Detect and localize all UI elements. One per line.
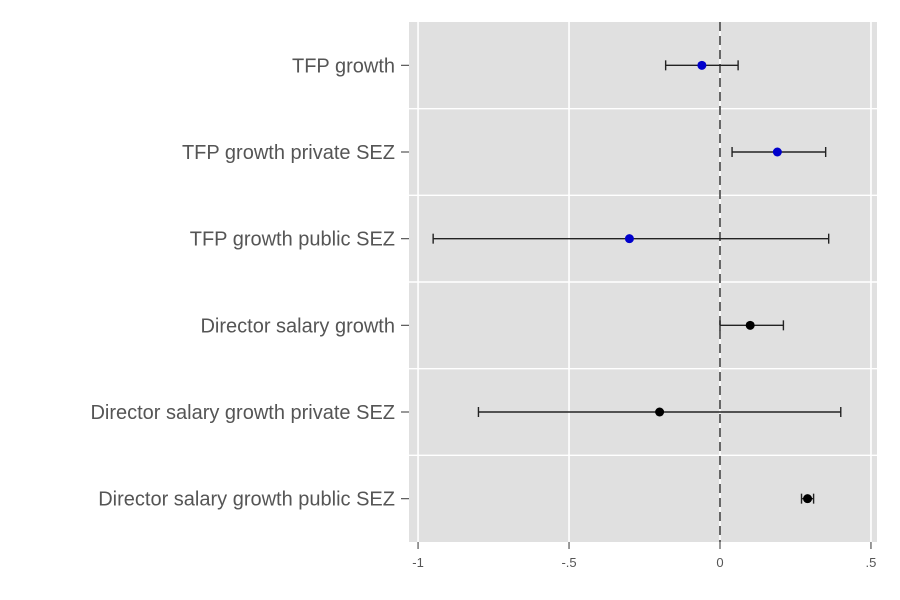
point-estimate	[745, 320, 755, 330]
point-estimate	[624, 234, 634, 244]
x-tick-label: 0	[716, 555, 723, 570]
point-estimate	[697, 60, 707, 70]
x-tick-label: .5	[866, 555, 877, 570]
point-estimate	[772, 147, 782, 157]
category-labels: TFP growth TFP growth private SEZ TFP grow…	[90, 55, 409, 511]
x-tick-label: -1	[412, 555, 424, 570]
category-label: Director salary growth public SEZ	[98, 489, 395, 511]
point-estimate	[655, 407, 665, 417]
x-tick-label: -.5	[561, 555, 576, 570]
x-axis: -1 -.5 0 .5	[412, 542, 876, 570]
category-label: Director salary growth private SEZ	[90, 402, 395, 424]
category-label: TFP growth	[292, 55, 395, 77]
category-label: TFP growth public SEZ	[190, 229, 395, 251]
point-estimates	[624, 60, 813, 504]
category-label: TFP growth private SEZ	[182, 142, 395, 164]
category-label: Director salary growth	[200, 315, 395, 337]
point-estimate	[803, 494, 813, 504]
